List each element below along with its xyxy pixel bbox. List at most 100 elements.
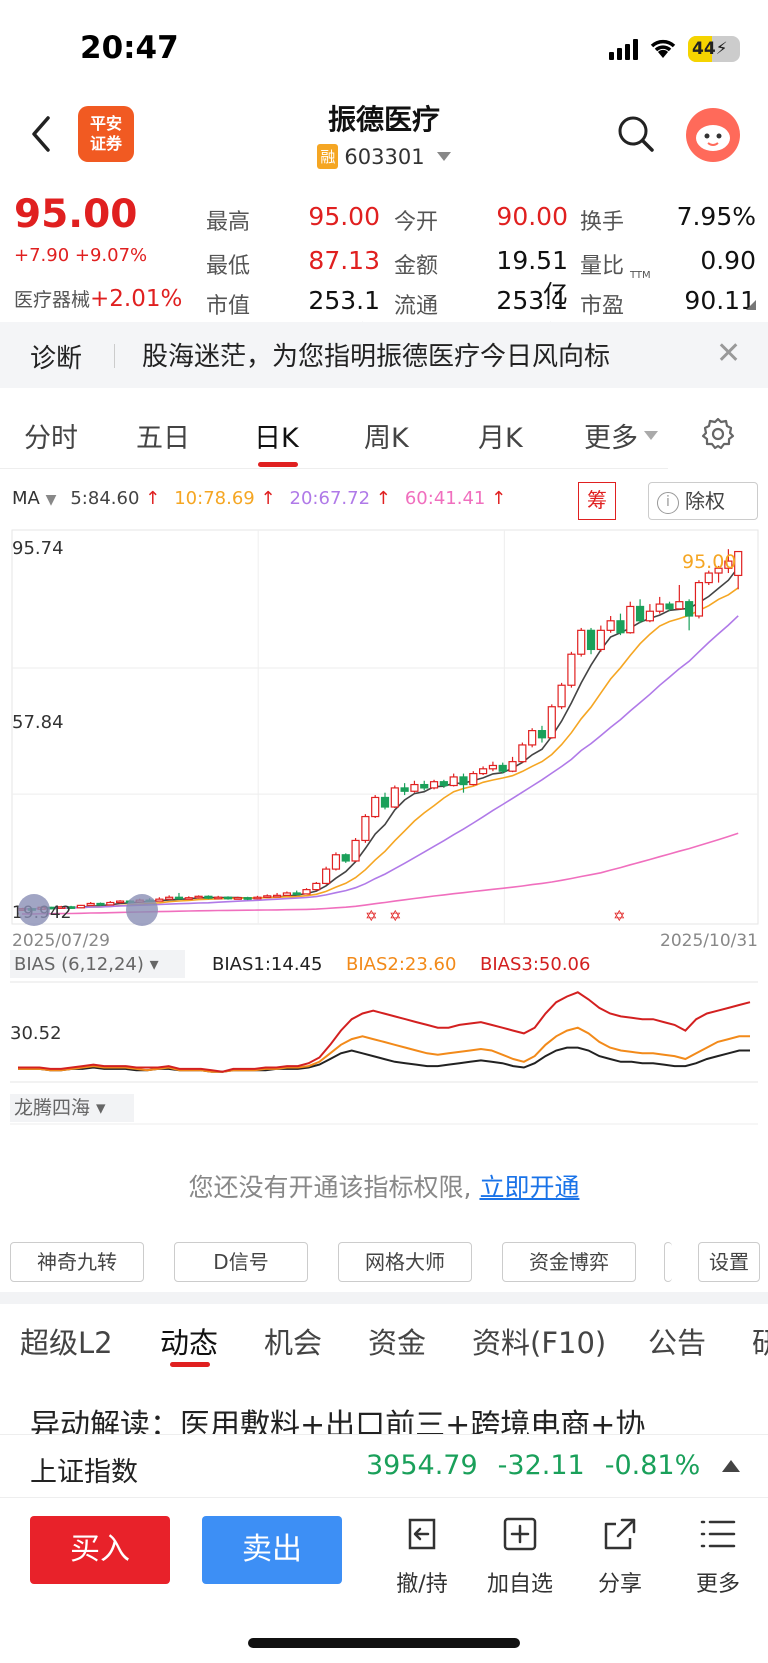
candle (704, 572, 713, 584)
bias-chart[interactable]: BIAS (6,12,24) ▾ BIAS1:14.45 BIAS2:23.60 BI… (0, 946, 768, 1126)
buy-button[interactable]: 买入 (30, 1516, 170, 1584)
section-divider (0, 1292, 768, 1304)
indicator-name-bg (10, 1094, 134, 1122)
tab-super-l2[interactable]: 超级L2 (20, 1326, 113, 1360)
chevron-up-icon[interactable] (722, 1460, 740, 1472)
active-tab-indicator (170, 1362, 210, 1367)
quote-label: 市盈 (580, 294, 625, 319)
candle (57, 906, 66, 909)
candle (322, 868, 331, 885)
diagnosis-bar[interactable] (0, 322, 768, 388)
bias1-value: BIAS1:14.45 (212, 954, 322, 975)
tab-intraday[interactable]: 分时 (24, 423, 78, 454)
bias-y-label: 30.52 (10, 1023, 62, 1044)
ma-legend[interactable]: MA ▼ 5:84.60 ↑ 10:78.69 ↑ 20:67.72 ↑ 60:… (12, 488, 506, 509)
search-icon[interactable] (616, 114, 656, 154)
tab-opportunity[interactable]: 机会 (264, 1326, 323, 1360)
candle (86, 902, 95, 906)
candle (439, 781, 448, 787)
index-name: 上证指数 (30, 1457, 138, 1488)
tab-monthly-k[interactable]: 月K (478, 423, 523, 454)
bias3-line (18, 991, 751, 1073)
broker-logo[interactable]: 平安 证券 (78, 106, 134, 162)
price-change: +7.90 +9.07% (14, 245, 148, 266)
indicator-button-partial[interactable] (664, 1242, 672, 1282)
tab-dynamics[interactable]: 动态 (160, 1326, 219, 1360)
tab-research[interactable]: 研 (752, 1326, 768, 1360)
candle (263, 895, 272, 898)
indicator-button-grid-master[interactable]: 网格大师 (338, 1242, 472, 1282)
candle (292, 892, 301, 896)
candle (223, 896, 233, 900)
tab-five-day[interactable]: 五日 (136, 423, 190, 454)
ex-rights-button[interactable]: i 除权 (648, 482, 758, 520)
quote-label: 最低 (206, 254, 251, 279)
candle (714, 567, 723, 574)
quote-label: 金额 (394, 254, 439, 279)
indicator-button-d-signal[interactable]: D信号 (174, 1242, 308, 1282)
indicator-button-fund-game[interactable]: 资金博弈 (502, 1242, 636, 1282)
quote-label: 量比 (580, 254, 625, 279)
more-button[interactable]: 更多 (678, 1514, 758, 1598)
diagnosis-text[interactable]: 股海迷茫，为您指明振德医疗今日风向标 (142, 342, 611, 372)
more-label: 更多 (695, 1572, 740, 1597)
menu-icon (700, 1520, 736, 1548)
max-price-label: 95.00 (682, 551, 736, 573)
permission-text: 您还没有开通该指标权限, (188, 1173, 472, 1202)
candle (734, 550, 743, 577)
stock-code-row[interactable]: 融 603301 (0, 144, 768, 169)
sell-button[interactable]: 卖出 (202, 1516, 342, 1584)
candle (116, 900, 125, 904)
candle (361, 815, 370, 842)
candle (645, 610, 654, 622)
candle (479, 768, 488, 775)
signal-icon (609, 38, 638, 60)
candle (400, 787, 409, 792)
candle (606, 620, 615, 631)
index-ticker-bar[interactable] (0, 1434, 768, 1498)
candle (165, 896, 174, 900)
candlestick-chart[interactable]: 95.7457.8419.94295.00✡✡✡2025/07/292025/1… (0, 528, 768, 948)
activate-link[interactable]: 立即开通 (479, 1173, 580, 1202)
candle (371, 796, 380, 818)
close-icon[interactable]: ✕ (716, 336, 742, 371)
expand-corner-icon[interactable] (746, 300, 756, 310)
quote-value: 90.00 (496, 202, 568, 231)
divider (0, 468, 668, 469)
back-chevron-icon[interactable] (26, 112, 56, 156)
permission-notice: 您还没有开通该指标权限, 立即开通 (0, 1168, 768, 1204)
ma-label: MA ▼ (12, 488, 57, 509)
candle (518, 744, 527, 763)
candle (469, 772, 478, 786)
add-watchlist-button[interactable]: 加自选 (480, 1514, 560, 1598)
candle (635, 605, 645, 622)
avatar[interactable] (686, 108, 740, 162)
indicator-settings-button[interactable]: 设置 (698, 1242, 760, 1282)
tab-funds[interactable]: 资金 (368, 1326, 427, 1360)
index-pct: -0.81% (604, 1450, 701, 1481)
add-watchlist-label: 加自选 (486, 1572, 553, 1597)
indicator-button-nine-turn[interactable]: 神奇九转 (10, 1242, 144, 1282)
info-icon: i (657, 491, 679, 514)
withdraw-hold-button[interactable]: 撤/持 (382, 1514, 462, 1598)
ex-rights-label: 除权 (685, 489, 725, 513)
gear-icon[interactable] (700, 416, 736, 452)
rewind-icon (18, 894, 50, 926)
event-marker-icon: ✡ (613, 907, 626, 925)
candle (449, 776, 458, 787)
candle (459, 776, 468, 786)
bias3-value: BIAS3:50.06 (480, 954, 590, 975)
x-axis-start-label: 2025/07/29 (12, 931, 110, 948)
tab-weekly-k[interactable]: 周K (364, 423, 409, 454)
current-price: 95.00 (14, 192, 138, 237)
candle (675, 601, 684, 610)
diagnosis-label: 诊断 (30, 344, 83, 374)
status-icons: 44⚡ (609, 36, 740, 62)
tab-more[interactable]: 更多 (584, 416, 658, 455)
tab-daily-k[interactable]: 日K (254, 423, 299, 454)
tab-f10[interactable]: 资料(F10) (472, 1326, 607, 1360)
chip-distribution-button[interactable]: 筹 (578, 482, 616, 520)
sector[interactable]: 医疗器械+2.01% (14, 285, 182, 312)
share-button[interactable]: 分享 (580, 1514, 660, 1598)
tab-announcements[interactable]: 公告 (648, 1326, 707, 1360)
